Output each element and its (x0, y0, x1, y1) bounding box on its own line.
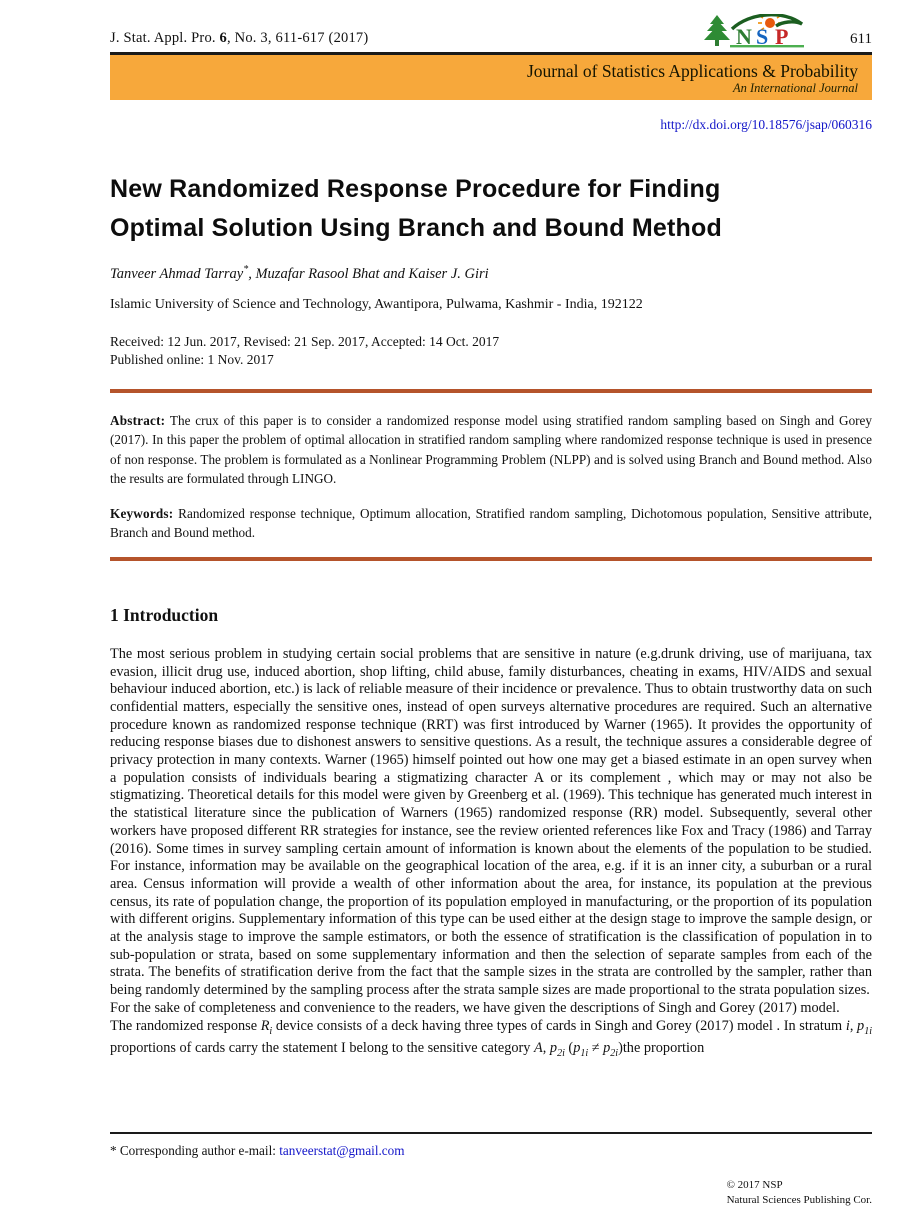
intro-paragraph-1: The most serious problem in studying cer… (110, 645, 872, 999)
author-email-link[interactable]: tanveerstat@gmail.com (279, 1143, 405, 1158)
math-var-p2: p (549, 1040, 558, 1057)
coauthor-names: , Muzafar Rasool Bhat and Kaiser J. Giri (248, 265, 489, 282)
logo-underline (730, 45, 805, 48)
abstract-top-rule (110, 388, 872, 393)
logo-letter-p: P (775, 24, 788, 49)
abstract-bottom-rule (110, 556, 872, 561)
received-dates: Received: 12 Jun. 2017, Revised: 21 Sep.… (110, 333, 500, 349)
intro-paragraph-2: For the sake of completeness and conveni… (110, 999, 840, 1016)
page-number: 611 (850, 31, 872, 47)
math-var-p1: p (573, 1040, 581, 1057)
journal-reference: J. Stat. Appl. Pro. 6, No. 3, 611-617 (2… (110, 30, 368, 47)
keywords: Keywords: Randomized response technique,… (110, 504, 872, 543)
doi-line: http://dx.doi.org/10.18576/jsap/060316 (110, 116, 872, 134)
math-text: proportions of cards carry the statement… (110, 1040, 535, 1057)
doi-link[interactable]: http://dx.doi.org/10.18576/jsap/060316 (660, 117, 872, 132)
math-text: The randomized response (110, 1017, 261, 1034)
math-sub-2i: 2i (557, 1048, 565, 1060)
published-date: Published online: 1 Nov. 2017 (110, 351, 274, 367)
article-title: New Randomized Response Procedure for Fi… (110, 170, 872, 248)
keywords-text: Randomized response technique, Optimum a… (110, 505, 872, 541)
publisher-line: Natural Sciences Publishing Cor. (726, 1194, 872, 1206)
copyright-line: © 2017 NSP (726, 1179, 783, 1191)
affiliation: Islamic University of Science and Techno… (110, 296, 643, 312)
math-sub-2i: 2i (610, 1048, 619, 1060)
intro-paragraph-3: The randomized response Ri device consis… (110, 1018, 872, 1063)
math-var-R: R (260, 1017, 270, 1034)
footnote-text: Corresponding author e-mail: (116, 1143, 280, 1158)
math-var-A: A (534, 1040, 543, 1057)
math-sub-1i: 1i (580, 1048, 589, 1060)
header-rule (110, 52, 872, 55)
page-header: J. Stat. Appl. Pro. 6, No. 3, 611-617 (2… (110, 14, 872, 50)
page-footer: * Corresponding author e-mail: tanveerst… (110, 1132, 872, 1222)
article-title-line1: New Randomized Response Procedure for Fi… (110, 175, 721, 203)
math-not-equal: ≠ (588, 1040, 604, 1057)
math-sub-1i: 1i (864, 1025, 872, 1037)
math-var-p2: p (603, 1040, 611, 1057)
math-var-p1: p (857, 1017, 865, 1034)
author-name: Tanveer Ahmad Tarray (110, 265, 244, 282)
swoosh-icon (730, 14, 804, 31)
abstract-label: Abstract: (110, 412, 166, 428)
header-right: N S P 611 (702, 14, 872, 50)
math-text: ( (564, 1040, 574, 1057)
authors-line: Tanveer Ahmad Tarray*, Muzafar Rasool Bh… (110, 264, 872, 283)
section-heading-introduction: 1 Introduction (110, 604, 219, 625)
journal-banner: Journal of Statistics Applications & Pro… (110, 55, 872, 100)
footnote-rule (110, 1132, 872, 1134)
journal-ref-suffix: , No. 3, 611-617 (2017) (227, 30, 369, 46)
logo-letter-n: N (736, 24, 752, 49)
math-text: , (849, 1017, 858, 1034)
nsp-logo-icon: N S P (704, 14, 805, 49)
corresponding-author-marker: * (243, 264, 249, 275)
journal-subtitle: An International Journal (733, 80, 858, 95)
article-dates: Received: 12 Jun. 2017, Revised: 21 Sep.… (110, 333, 872, 369)
math-text: device consists of a deck having three t… (272, 1017, 846, 1034)
tree-icon (704, 15, 731, 46)
introduction-body: The most serious problem in studying cer… (110, 646, 872, 1063)
math-text: )the proportion (618, 1040, 705, 1057)
journal-name: Journal of Statistics Applications & Pro… (526, 60, 858, 81)
keywords-label: Keywords: (110, 505, 174, 521)
math-text: , (542, 1040, 550, 1057)
copyright-block: © 2017 NSP Natural Sciences Publishing C… (727, 1178, 872, 1208)
abstract-text: The crux of this paper is to consider a … (110, 412, 872, 487)
journal-ref-prefix: J. Stat. Appl. Pro. (110, 30, 220, 46)
math-var-i: i (845, 1017, 850, 1034)
footnote-marker: * (110, 1143, 117, 1158)
journal-ref-volume: 6 (219, 30, 227, 46)
logo-letter-s: S (756, 24, 768, 49)
article-title-line2: Optimal Solution Using Branch and Bound … (110, 214, 722, 242)
abstract: Abstract: The crux of this paper is to c… (110, 411, 872, 489)
math-sub-i: i (269, 1025, 273, 1037)
corresponding-author-footnote: * Corresponding author e-mail: tanveerst… (110, 1143, 872, 1159)
